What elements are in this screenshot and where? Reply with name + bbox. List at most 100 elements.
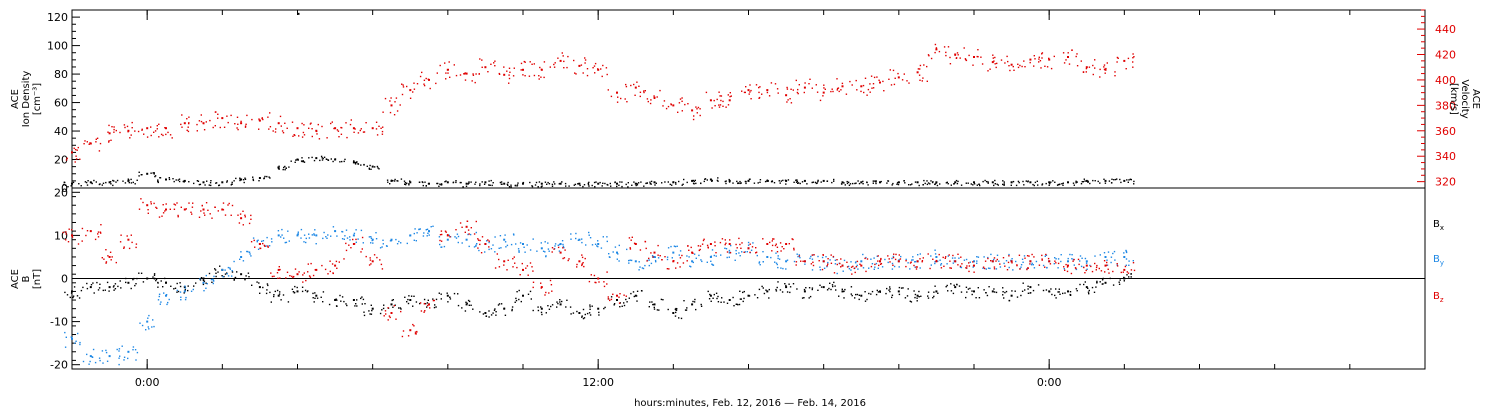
by-dot	[1012, 269, 1014, 271]
bz-point	[89, 230, 92, 233]
bz-point	[371, 260, 374, 263]
bx-dot	[130, 287, 132, 290]
by-dot	[934, 249, 936, 251]
by-dot	[151, 326, 153, 328]
by-dot	[617, 253, 619, 255]
bx-dot	[383, 304, 385, 306]
ion-density-dot	[631, 184, 633, 186]
by-dot	[688, 256, 690, 258]
bz-dot	[921, 261, 923, 263]
ion-density-dot	[681, 184, 683, 186]
bz-dot	[387, 319, 389, 321]
bz-dot	[488, 240, 490, 242]
ion-density-dot	[573, 184, 575, 186]
bz-dot	[1132, 262, 1135, 264]
bz-dot	[549, 279, 552, 282]
velocity-dot	[893, 83, 896, 86]
by-dot	[711, 264, 714, 266]
bz-dot	[724, 239, 726, 241]
velocity-dot	[340, 133, 343, 135]
bz-dot	[360, 251, 362, 253]
velocity-dot	[845, 93, 848, 95]
bx-dot	[392, 299, 394, 301]
ion-density-dot	[303, 161, 306, 163]
bx-dot	[279, 291, 281, 293]
ion-density-dot	[408, 183, 410, 185]
bz-dot	[314, 269, 316, 271]
velocity-point	[860, 85, 863, 88]
ion-density-dot	[302, 160, 305, 163]
bz-dot	[294, 268, 297, 270]
velocity-dot	[214, 125, 216, 127]
bx-dot	[234, 276, 237, 279]
bx-dot	[866, 298, 868, 301]
bz-dot	[447, 234, 449, 236]
ion-density-dot	[591, 184, 593, 187]
bx-dot	[355, 303, 357, 305]
bx-dot	[776, 286, 778, 289]
by-dot	[390, 240, 393, 242]
ion-density-dot	[947, 183, 949, 185]
ion-density-dot	[817, 180, 819, 183]
b-field-label-line-3: [nT]	[32, 269, 43, 289]
bz-dot	[174, 204, 177, 206]
bx-dot	[1076, 290, 1078, 292]
bz-dot	[279, 277, 281, 279]
bx-dot	[537, 306, 539, 308]
by-dot	[695, 257, 697, 259]
ion-density-dot	[440, 184, 442, 186]
velocity-dot	[382, 111, 384, 113]
velocity-dot	[1114, 75, 1116, 77]
by-dot	[854, 262, 857, 264]
by-dot	[648, 259, 650, 261]
velocity-dot	[711, 107, 713, 109]
ion-density-dot	[945, 182, 948, 184]
by-dot	[907, 262, 909, 264]
velocity-dot	[88, 143, 90, 145]
ion-density-point	[1029, 181, 1032, 184]
by-dot	[678, 254, 680, 256]
velocity-dot	[498, 72, 500, 75]
ion-density-point	[352, 161, 355, 164]
by-dot	[558, 250, 561, 252]
bz-dot	[115, 261, 117, 264]
bx-dot	[828, 287, 830, 290]
bz-dot	[289, 275, 291, 277]
bz-dot	[650, 252, 652, 254]
bz-dot	[922, 257, 924, 259]
by-dot	[738, 252, 740, 254]
by-dot	[86, 353, 88, 356]
bz-dot	[1064, 269, 1066, 271]
ion-density-point	[296, 158, 299, 161]
bx-dot	[977, 287, 979, 289]
by-dot	[473, 246, 476, 248]
velocity-dot	[65, 159, 68, 161]
by-dot	[355, 241, 357, 243]
ion-density-dot	[1083, 178, 1085, 180]
ion-density-dot	[767, 180, 769, 182]
ion-density-dot	[406, 182, 408, 184]
by-dot	[1069, 253, 1071, 256]
velocity-dot	[444, 62, 446, 64]
ion-density-dot	[739, 180, 741, 183]
bz-dot	[690, 246, 692, 249]
velocity-dot	[331, 121, 333, 123]
ion-density-dot	[522, 181, 525, 184]
by-dot	[562, 243, 564, 246]
bz-dot	[420, 310, 423, 312]
by-dot	[427, 232, 429, 234]
by-dot	[518, 251, 520, 253]
velocity-point	[916, 71, 919, 74]
bz-dot	[698, 249, 700, 252]
bx-dot	[945, 286, 947, 288]
velocity-dot	[714, 105, 716, 107]
bx-dot	[545, 312, 547, 314]
ion-density-dot	[1081, 181, 1083, 183]
bx-dot	[356, 299, 358, 301]
bx-dot	[540, 306, 542, 308]
ion-density-dot	[459, 181, 461, 184]
velocity-point	[691, 109, 694, 112]
bz-dot	[915, 266, 917, 268]
velocity-dot	[786, 88, 789, 90]
ion-density-dot	[671, 184, 673, 186]
